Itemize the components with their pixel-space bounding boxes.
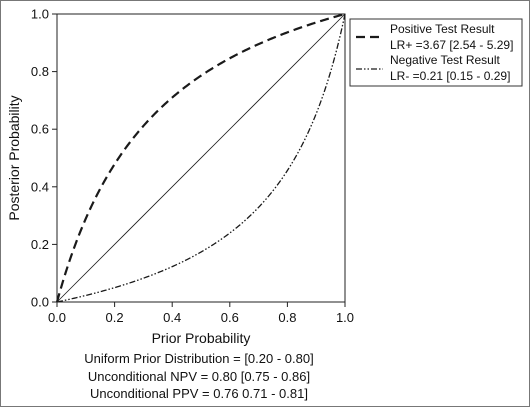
reference-diagonal-line xyxy=(56,13,346,303)
annotation-prior: Uniform Prior Distribution = [0.20 - 0.8… xyxy=(84,351,313,366)
y-axis-ticks: 0.0 0.2 0.4 0.6 0.8 1.0 xyxy=(31,7,57,310)
y-axis-label: Posterior Probability xyxy=(6,95,22,220)
y-tick-label: 0.4 xyxy=(31,179,49,194)
x-tick-label: 0.8 xyxy=(278,310,296,325)
legend-box xyxy=(349,18,523,87)
legend-detail-negative: LR- =0.21 [0.15 - 0.29] xyxy=(390,69,510,83)
annotation-ppv: Unconditional PPV = 0.76 0.71 - 0.81] xyxy=(90,386,308,401)
x-axis-label: Prior Probability xyxy=(152,330,251,346)
x-tick-label: 0.0 xyxy=(48,310,66,325)
legend-label-positive: Positive Test Result xyxy=(390,22,495,36)
plot-area xyxy=(55,12,346,303)
x-axis-ticks: 0.0 0.2 0.4 0.6 0.8 1.0 xyxy=(48,302,354,325)
legend-label-negative: Negative Test Result xyxy=(390,53,501,67)
x-tick-label: 0.4 xyxy=(163,310,181,325)
x-tick-label: 0.6 xyxy=(221,310,239,325)
positive-test-result-line xyxy=(55,12,346,303)
x-tick-label: 1.0 xyxy=(336,310,354,325)
negative-test-result-line xyxy=(56,13,346,303)
legend-detail-positive: LR+ =3.67 [2.54 - 5.29] xyxy=(390,38,513,52)
axes-box xyxy=(56,13,346,303)
y-tick-label: 0.2 xyxy=(31,237,49,252)
summary-annotations: Uniform Prior Distribution = [0.20 - 0.8… xyxy=(84,351,313,401)
y-tick-label: 0.8 xyxy=(31,64,49,79)
x-tick-label: 0.2 xyxy=(106,310,124,325)
y-tick-label: 0.0 xyxy=(31,295,49,310)
legend: Positive Test Result LR+ =3.67 [2.54 - 5… xyxy=(349,18,523,87)
annotation-npv: Unconditional NPV = 0.80 [0.75 - 0.86] xyxy=(88,369,310,384)
y-tick-label: 1.0 xyxy=(31,7,49,22)
y-tick-label: 0.6 xyxy=(31,122,49,137)
